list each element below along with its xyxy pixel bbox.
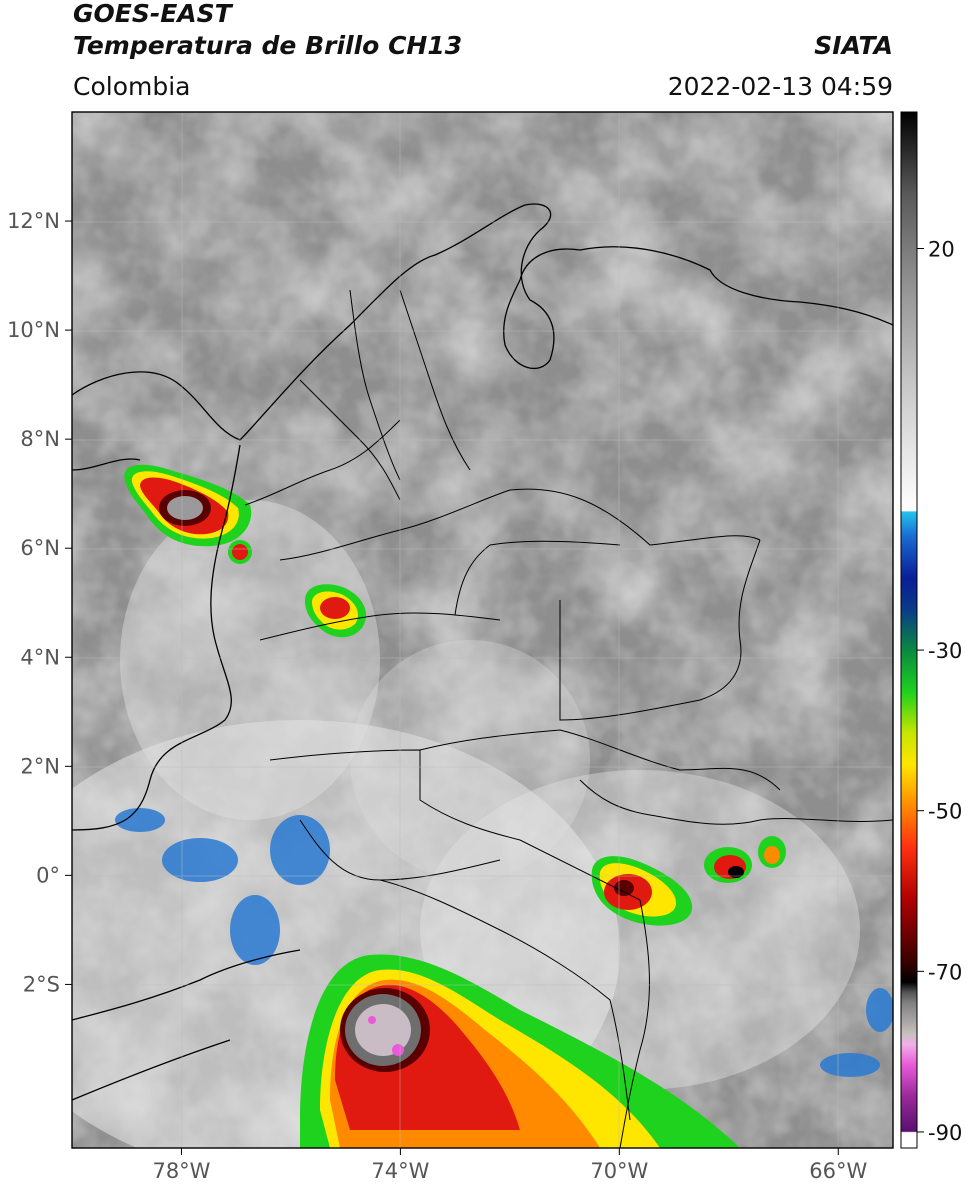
cold-cloud-fringe	[115, 808, 893, 1077]
cloud-deck-west	[120, 500, 380, 820]
lat-tick-label: 4°N	[20, 645, 60, 669]
colorbar-tick-label: -50	[928, 800, 962, 824]
lon-axis: 78°W 74°W 70°W 66°W	[152, 1148, 867, 1183]
region-label: Colombia	[73, 72, 191, 101]
agency-label: SIATA	[814, 31, 893, 60]
lon-tick-label: 66°W	[809, 1159, 867, 1183]
lat-tick-label: 2°S	[23, 972, 60, 996]
colorbar-tick-label: -70	[928, 960, 962, 984]
satellite-title: GOES-EAST	[73, 0, 232, 28]
lat-tick-label: 12°N	[7, 209, 60, 233]
lat-axis: 12°N 10°N 8°N 6°N 4°N 2°N 0° 2°S	[7, 209, 72, 996]
cloud-deck-center	[350, 640, 590, 880]
timestamp-label: 2022-02-13 04:59	[667, 72, 893, 101]
product-title: Temperatura de Brillo CH13	[73, 31, 463, 60]
colorbar-tick-label: -90	[928, 1121, 962, 1145]
lat-tick-label: 2°N	[20, 754, 60, 778]
map-frame	[71, 111, 894, 1149]
colorbar-frame	[900, 111, 918, 1149]
map-area	[72, 112, 893, 1148]
colorbar-tick-label: 20	[928, 238, 955, 262]
graticule	[72, 112, 893, 1148]
cloud-deck-southeast	[420, 770, 860, 1090]
colorbar-axis: 20 -30 -50 -70 -90	[917, 238, 962, 1145]
lon-tick-label: 78°W	[152, 1159, 210, 1183]
lat-tick-label: 10°N	[7, 318, 60, 342]
storm-cell-central	[305, 584, 366, 638]
storm-cell-northwest	[124, 464, 252, 564]
department-borders	[244, 289, 893, 1148]
lon-tick-label: 70°W	[590, 1159, 648, 1183]
colorbar-ramp	[901, 112, 917, 1148]
lon-tick-label: 74°W	[371, 1159, 429, 1183]
lat-tick-label: 0°	[36, 863, 60, 887]
coastline	[72, 203, 893, 1101]
lat-tick-label: 6°N	[20, 536, 60, 560]
lat-tick-label: 8°N	[20, 427, 60, 451]
colorbar-tick-label: -30	[928, 639, 962, 663]
storm-cell-south	[300, 954, 740, 1148]
